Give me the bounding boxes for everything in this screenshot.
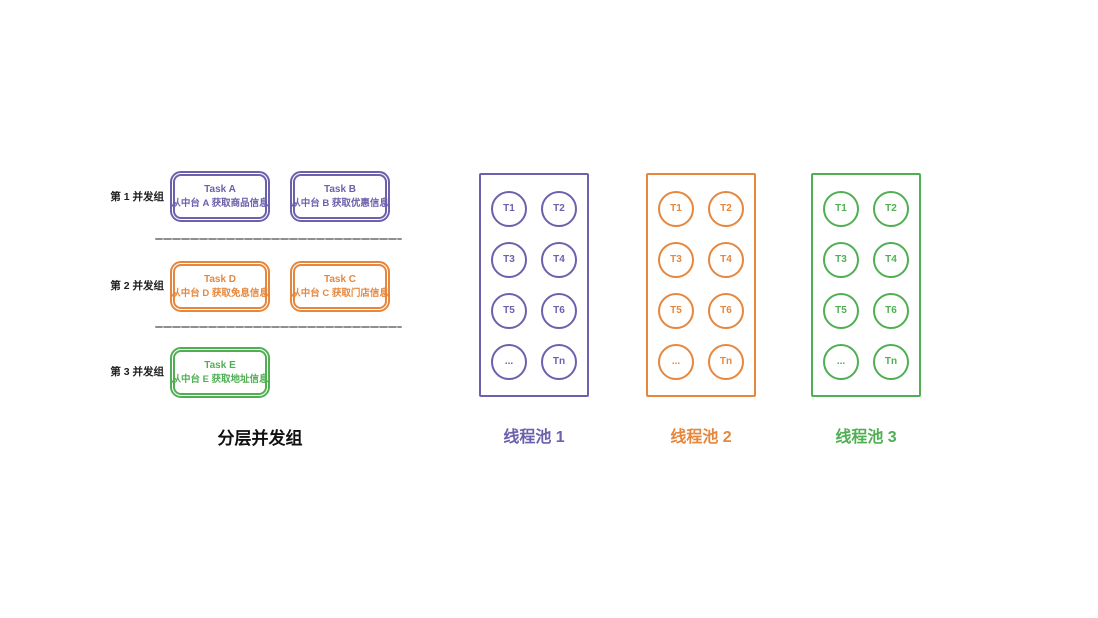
thread-circle: T3 xyxy=(491,241,527,278)
task-c-box: Task C 从中台 C 获取门店信息 xyxy=(290,261,390,312)
thread-circle: T4 xyxy=(541,241,577,278)
thread-circle: ... xyxy=(658,343,694,380)
thread-pool-2-label: 线程池 2 xyxy=(670,429,732,446)
thread-circle: T1 xyxy=(658,190,694,227)
thread-circle: ... xyxy=(491,343,527,380)
task-d-title: Task D xyxy=(203,274,237,285)
thread-circle: T2 xyxy=(541,190,577,227)
task-a-description: 从中台 A 获取商品信息 xyxy=(171,198,269,209)
thread-circle: T5 xyxy=(491,292,527,329)
group-2-label: 第 2 并发组 xyxy=(110,280,164,292)
task-c-description: 从中台 C 获取门店信息 xyxy=(291,288,389,299)
thread-circle: T6 xyxy=(541,292,577,329)
thread-pool-3-label: 线程池 3 xyxy=(835,429,897,446)
task-e-description: 从中台 E 获取地址信息 xyxy=(171,374,269,385)
task-e-title: Task E xyxy=(204,360,236,371)
thread-pool-3-box: T1 T2 T3 T4 T5 T6 ... Tn xyxy=(811,173,921,397)
group-3-label: 第 3 并发组 xyxy=(110,366,164,378)
task-a-box: Task A 从中台 A 获取商品信息 xyxy=(170,171,270,222)
thread-circle: T5 xyxy=(823,292,859,329)
task-b-title: Task B xyxy=(323,184,357,195)
thread-pool-2-box: T1 T2 T3 T4 T5 T6 ... Tn xyxy=(646,173,756,397)
thread-circle: T3 xyxy=(823,241,859,278)
thread-circle: Tn xyxy=(708,343,744,380)
thread-circle: T2 xyxy=(873,190,909,227)
group-1-label: 第 1 并发组 xyxy=(110,191,164,203)
thread-circle: Tn xyxy=(541,343,577,380)
group-divider-2 xyxy=(155,326,402,328)
group-divider-1 xyxy=(155,238,402,240)
thread-circle: T6 xyxy=(708,292,744,329)
task-a-title: Task A xyxy=(204,184,236,195)
thread-circle: T3 xyxy=(658,241,694,278)
thread-circle: T6 xyxy=(873,292,909,329)
thread-circle: Tn xyxy=(873,343,909,380)
layered-groups-title: 分层并发组 xyxy=(217,429,303,448)
task-e-box: Task E 从中台 E 获取地址信息 xyxy=(170,347,270,398)
thread-circle: T1 xyxy=(491,190,527,227)
thread-pool-1-label: 线程池 1 xyxy=(503,429,565,446)
thread-circle: T1 xyxy=(823,190,859,227)
task-c-title: Task C xyxy=(323,274,357,285)
thread-pool-1-box: T1 T2 T3 T4 T5 T6 ... Tn xyxy=(479,173,589,397)
thread-circle: T2 xyxy=(708,190,744,227)
thread-circle: ... xyxy=(823,343,859,380)
task-b-box: Task B 从中台 B 获取优惠信息 xyxy=(290,171,390,222)
thread-circle: T5 xyxy=(658,292,694,329)
thread-circle: T4 xyxy=(708,241,744,278)
task-d-description: 从中台 D 获取免息信息 xyxy=(171,288,269,299)
task-d-box: Task D 从中台 D 获取免息信息 xyxy=(170,261,270,312)
task-b-description: 从中台 B 获取优惠信息 xyxy=(291,198,389,209)
thread-circle: T4 xyxy=(873,241,909,278)
